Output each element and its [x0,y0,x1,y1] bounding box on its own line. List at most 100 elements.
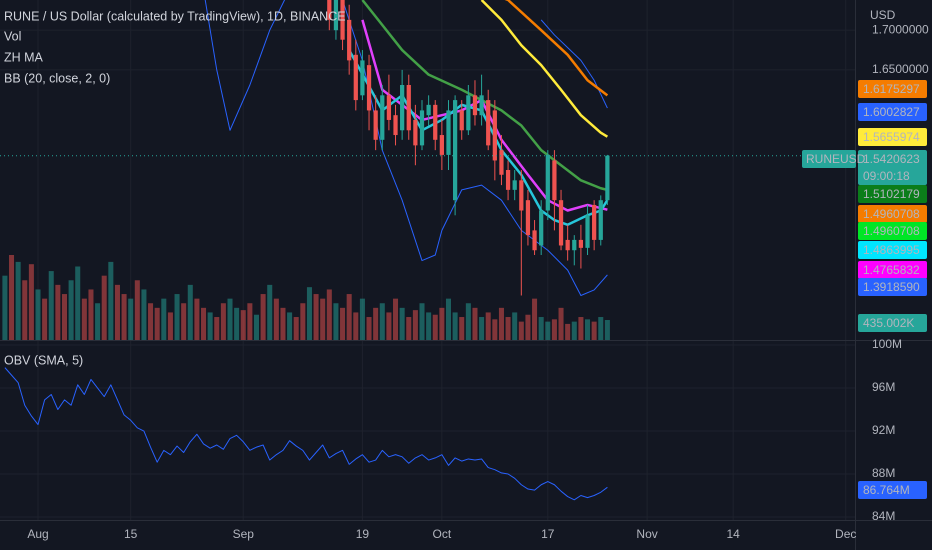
candle-body [519,180,524,211]
volume-bar [240,310,246,340]
price-label: 1.4765832 [863,263,920,277]
countdown: 09:00:18 [863,169,910,183]
volume-bar [498,307,504,340]
candle-body [539,210,544,246]
volume-bar [512,312,518,340]
volume-bar [346,294,352,340]
candle-body [366,65,372,111]
volume-bar [505,317,511,340]
candle-body [552,160,557,201]
volume-bar [306,287,312,340]
volume-bar [141,289,147,340]
volume-bar [320,298,326,340]
obv-line [4,367,608,501]
volume-bar [326,289,332,340]
volume-bar [558,307,564,340]
overlay-line [204,0,286,131]
x-tick-label: 19 [356,527,370,541]
volume-bar [591,321,597,340]
candle-body [380,95,385,140]
price-label-box [858,185,927,203]
candle-body [472,95,478,116]
candle-body [393,115,398,136]
volume-bar [28,264,34,340]
volume-bar [340,307,346,340]
price-label: 1.5102179 [863,187,920,201]
price-label: 1.4960708 [863,207,920,221]
volume-bar [42,298,48,340]
price-label: 1.6002827 [863,105,920,119]
volume-bar [22,280,28,340]
obv-pane [4,367,608,501]
volume-bar [492,319,498,340]
volume-bar [234,307,240,340]
volume-bar [81,298,87,340]
volume-bar [538,317,544,340]
volume-bar [393,298,399,340]
volume-bar [227,298,233,340]
y-tick-label: 100M [872,337,902,351]
volume-bar [108,261,114,340]
volume-bar [432,314,438,340]
volume-bar [545,321,551,340]
volume-bar [439,307,445,340]
volume-bar [406,317,412,340]
price-label: 1.5655974 [863,130,920,144]
price-label-box [858,205,927,223]
candle-body [426,104,431,116]
y-tick-label: 96M [872,380,895,394]
volume-bar [161,298,167,340]
volume-bar [412,310,418,340]
volume-bar [419,303,425,340]
volume-bar [187,284,193,340]
volume-pane [2,255,610,340]
candle-body [327,0,332,20]
volume-label: 435.002K [863,316,914,330]
volume-bar [68,280,74,340]
price-label-box [858,128,927,146]
volume-bar [366,317,372,340]
volume-bar [386,312,392,340]
volume-bar [479,317,485,340]
candle-body [572,239,577,251]
y-tick-label: 1.6500000 [872,62,929,76]
price-label-box [858,103,927,121]
candle-body [446,110,451,155]
overlay-line [480,0,609,138]
grid [0,0,855,520]
volume-bar [273,298,279,340]
candle-body [340,0,345,40]
volume-bar [280,307,286,340]
volume-bar [525,314,531,340]
candle-body [353,54,358,101]
x-tick-label: Sep [233,527,255,541]
x-tick-label: Dec [835,527,856,541]
y-tick-label: 84M [872,509,895,523]
candle-body [400,85,405,131]
obv-title: OBV (SMA, 5) [4,353,83,367]
candle-body [419,110,425,146]
candle-body [585,215,590,248]
obv-label-box [858,481,927,499]
volume-bar [220,303,226,340]
obv-label: 86.764M [863,483,910,497]
y-tick-label: 1.7000000 [872,22,929,36]
indicator-label: Vol [4,29,21,43]
symbol-tag: RUNEUSD [806,152,866,166]
volume-bar [426,312,432,340]
volume-bar [399,307,405,340]
volume-bar [167,312,173,340]
volume-bar [61,294,68,340]
volume-bar [604,320,610,340]
volume-bar [472,307,478,340]
volume-bar [48,271,54,340]
volume-bar [154,307,160,340]
overlay-line [342,0,608,297]
volume-bar [247,303,253,340]
currency-label: USD [870,8,896,22]
candle-body [525,200,531,236]
volume-bar [181,303,187,340]
volume-bar [174,294,180,340]
